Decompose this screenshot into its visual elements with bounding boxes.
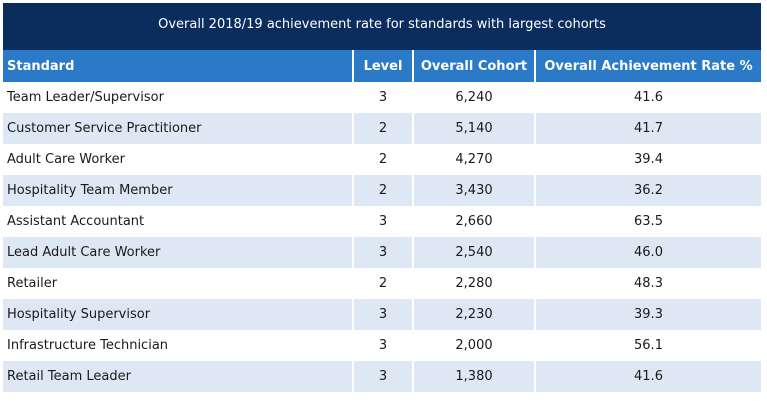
cell-standard: Hospitality Supervisor: [3, 299, 353, 330]
table-row: Adult Care Worker 2 4,270 39.4: [3, 144, 761, 175]
cell-standard: Lead Adult Care Worker: [3, 237, 353, 268]
cell-standard: Assistant Accountant: [3, 206, 353, 237]
cell-level: 2: [352, 144, 413, 175]
cell-achievement-rate: 56.1: [534, 330, 761, 361]
cell-standard: Retail Team Leader: [3, 361, 353, 392]
cell-level: 3: [352, 299, 413, 330]
cell-standard: Team Leader/Supervisor: [3, 82, 353, 113]
cell-level: 3: [352, 361, 413, 392]
cell-cohort: 6,240: [412, 82, 535, 113]
cell-achievement-rate: 41.6: [534, 82, 761, 113]
cell-cohort: 3,430: [412, 175, 535, 206]
cell-cohort: 2,280: [412, 268, 535, 299]
table-body: Team Leader/Supervisor 3 6,240 41.6 Cust…: [3, 82, 761, 392]
cell-standard: Adult Care Worker: [3, 144, 353, 175]
table-row: Customer Service Practitioner 2 5,140 41…: [3, 113, 761, 144]
cell-achievement-rate: 41.6: [534, 361, 761, 392]
table-row: Retailer 2 2,280 48.3: [3, 268, 761, 299]
cell-level: 3: [352, 206, 413, 237]
achievement-table: Standard Level Overall Cohort Overall Ac…: [3, 50, 761, 392]
table-row: Infrastructure Technician 3 2,000 56.1: [3, 330, 761, 361]
cell-cohort: 5,140: [412, 113, 535, 144]
cell-standard: Retailer: [3, 268, 353, 299]
table-header-row: Standard Level Overall Cohort Overall Ac…: [3, 50, 761, 82]
cell-standard: Infrastructure Technician: [3, 330, 353, 361]
cell-achievement-rate: 39.4: [534, 144, 761, 175]
cell-level: 2: [352, 113, 413, 144]
cell-achievement-rate: 48.3: [534, 268, 761, 299]
column-header-level: Level: [352, 50, 413, 82]
cell-standard: Hospitality Team Member: [3, 175, 353, 206]
table-row: Retail Team Leader 3 1,380 41.6: [3, 361, 761, 392]
cell-level: 2: [352, 175, 413, 206]
cell-cohort: 1,380: [412, 361, 535, 392]
cell-level: 3: [352, 330, 413, 361]
cell-level: 3: [352, 82, 413, 113]
column-header-standard: Standard: [3, 50, 353, 82]
cell-cohort: 2,660: [412, 206, 535, 237]
cell-achievement-rate: 46.0: [534, 237, 761, 268]
cell-achievement-rate: 36.2: [534, 175, 761, 206]
table-title: Overall 2018/19 achievement rate for sta…: [3, 3, 761, 50]
column-header-overall-cohort: Overall Cohort: [412, 50, 535, 82]
column-header-achievement-rate: Overall Achievement Rate %: [534, 50, 761, 82]
table-row: Hospitality Team Member 2 3,430 36.2: [3, 175, 761, 206]
cell-achievement-rate: 63.5: [534, 206, 761, 237]
cell-level: 2: [352, 268, 413, 299]
table-row: Assistant Accountant 3 2,660 63.5: [3, 206, 761, 237]
cell-achievement-rate: 41.7: [534, 113, 761, 144]
cell-achievement-rate: 39.3: [534, 299, 761, 330]
cell-standard: Customer Service Practitioner: [3, 113, 353, 144]
table-row: Lead Adult Care Worker 3 2,540 46.0: [3, 237, 761, 268]
cell-cohort: 2,000: [412, 330, 535, 361]
cell-cohort: 4,270: [412, 144, 535, 175]
cell-level: 3: [352, 237, 413, 268]
cell-cohort: 2,230: [412, 299, 535, 330]
achievement-table-panel: Overall 2018/19 achievement rate for sta…: [3, 3, 761, 392]
table-row: Team Leader/Supervisor 3 6,240 41.6: [3, 82, 761, 113]
table-row: Hospitality Supervisor 3 2,230 39.3: [3, 299, 761, 330]
cell-cohort: 2,540: [412, 237, 535, 268]
